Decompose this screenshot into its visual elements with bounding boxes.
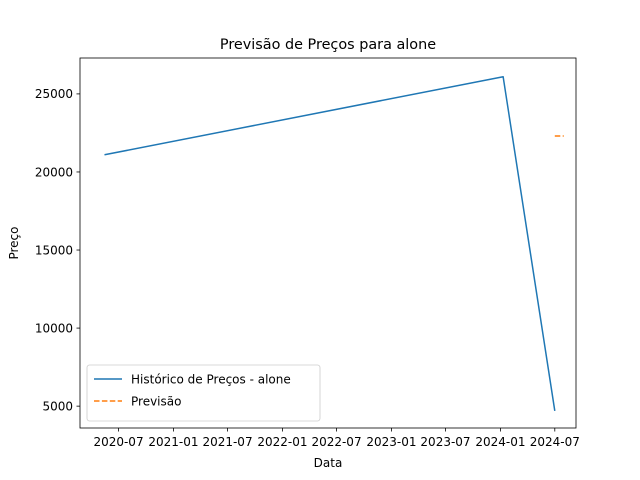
legend-label: Previsão (131, 395, 181, 409)
x-axis: 2020-07 2021-01 2021-07 2022-01 2022-07 2023-… (93, 428, 580, 449)
series-line-0 (104, 75, 556, 411)
plot-lines (104, 75, 564, 411)
x-tick-label: 2023-01 (366, 435, 416, 449)
x-tick-label: 2024-07 (530, 435, 580, 449)
legend-label: Histórico de Preços - alone (131, 373, 291, 387)
x-tick-label: 2021-07 (202, 435, 252, 449)
y-tick-label: 20000 (35, 165, 73, 179)
y-tick-label: 15000 (35, 243, 73, 257)
x-tick-label: 2020-07 (93, 435, 143, 449)
y-axis-label: Preço (7, 226, 21, 259)
x-tick-label: 2022-01 (257, 435, 307, 449)
plot-area-frame (79, 57, 577, 429)
x-tick-label: 2021-01 (148, 435, 198, 449)
y-axis: 5000 10000 15000 20000 25000 (35, 87, 80, 413)
x-tick-label: 2024-01 (475, 435, 525, 449)
y-tick-label: 10000 (35, 321, 73, 335)
y-tick-label: 25000 (35, 87, 73, 101)
legend-box (86, 364, 321, 422)
legend: Histórico de Preços - alone Previsão (86, 364, 321, 422)
x-tick-label: 2022-07 (311, 435, 361, 449)
chart-title: Previsão de Preços para alone (220, 37, 436, 53)
y-tick-label: 5000 (42, 399, 73, 413)
x-tick-label: 2023-07 (420, 435, 470, 449)
x-axis-label: Data (314, 456, 343, 470)
